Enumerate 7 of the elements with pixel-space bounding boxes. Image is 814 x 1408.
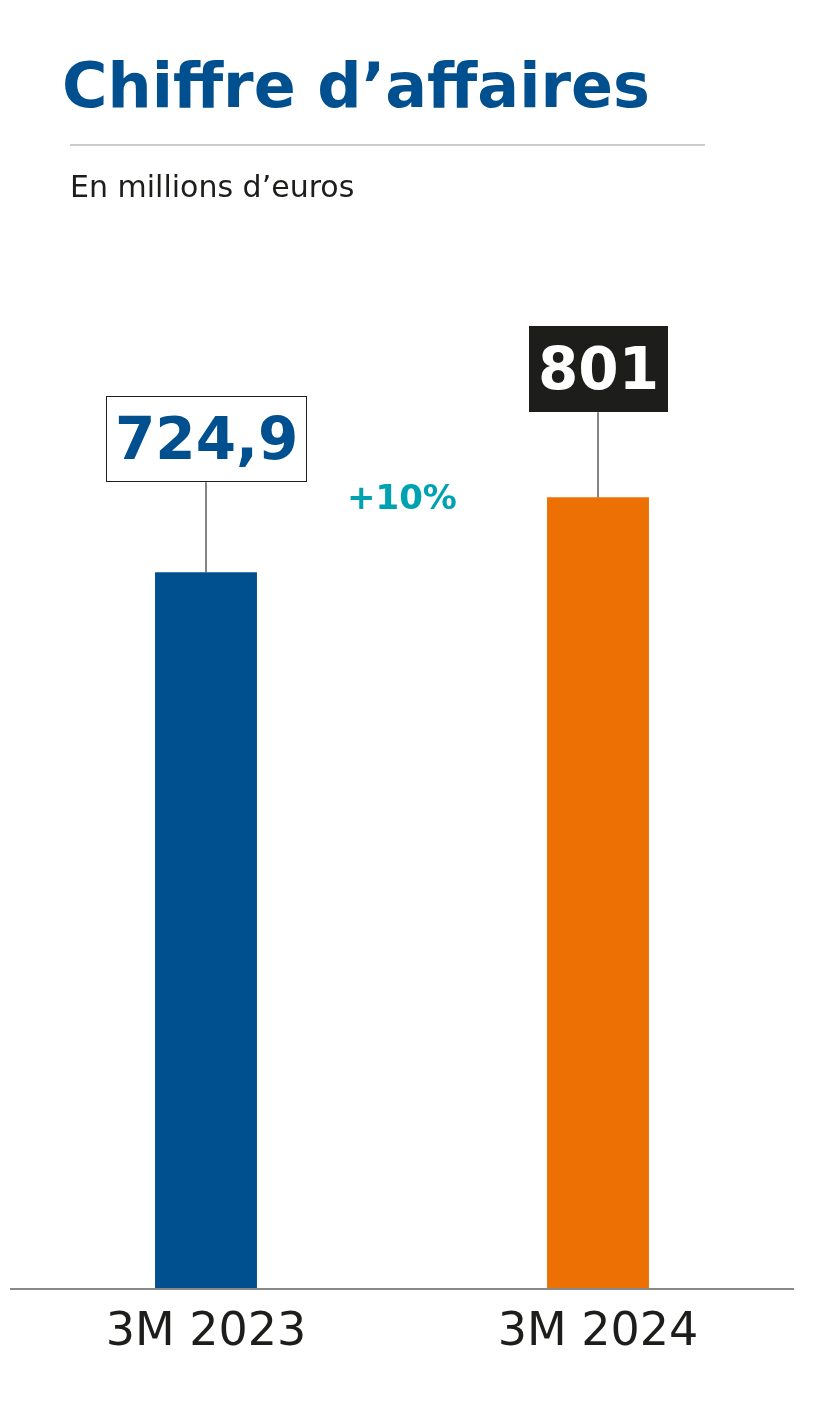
annotation: +10% bbox=[347, 477, 457, 517]
x-tick-label: 3M 2023 bbox=[105, 1301, 307, 1356]
data-label: 724,9 bbox=[115, 405, 299, 473]
chart-title: Chiffre d’affaires bbox=[62, 48, 650, 122]
chart-subtitle: En millions d’euros bbox=[70, 169, 355, 204]
x-tick-label: 3M 2024 bbox=[497, 1301, 699, 1356]
data-label: 801 bbox=[538, 335, 660, 403]
